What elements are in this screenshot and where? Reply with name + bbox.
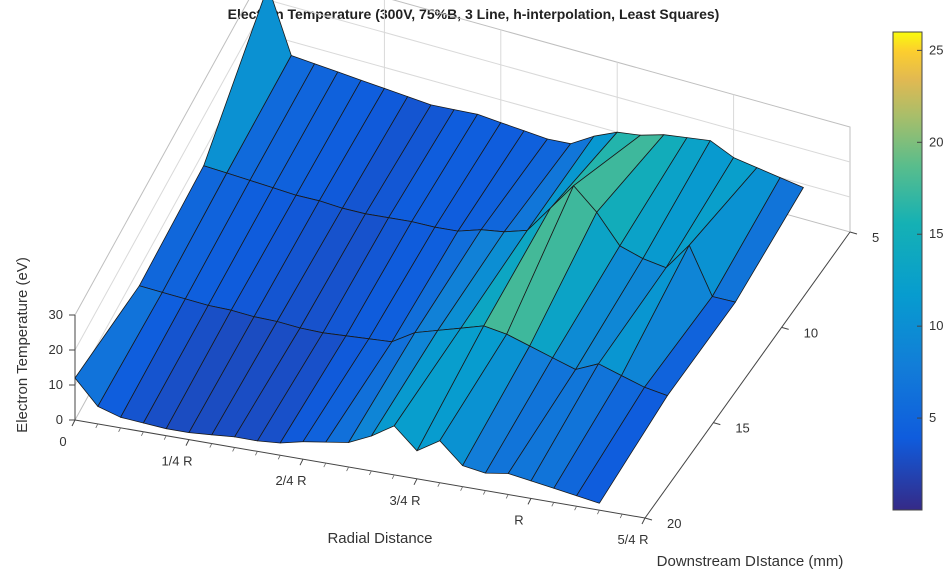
surface-patch	[576, 386, 668, 504]
x-minor-tick	[118, 427, 121, 433]
x-tick-label: 3/4 R	[389, 493, 420, 508]
x-tick-label: R	[514, 512, 523, 527]
z-tick-label: 20	[49, 342, 63, 357]
y-tick-label: 5	[872, 230, 879, 245]
x-minor-tick	[323, 462, 327, 468]
x-minor-tick	[460, 486, 463, 491]
y-tick-mark	[849, 231, 858, 235]
x-minor-tick	[483, 490, 486, 495]
colorbar-tick-label: 25	[929, 42, 943, 57]
x-tick-label: 5/4 R	[617, 532, 648, 547]
y-axis-label: Downstream DIstance (mm)	[657, 553, 844, 570]
x-minor-tick	[209, 443, 213, 448]
x-minor-tick	[95, 423, 99, 429]
y-tick-mark	[781, 326, 789, 330]
x-minor-tick	[574, 506, 577, 511]
x-tick-mark	[527, 498, 532, 505]
grid-line	[267, 0, 851, 163]
x-tick-mark	[413, 478, 418, 486]
colorbar-tick-label: 20	[929, 134, 943, 149]
z-tick-label: 0	[56, 412, 63, 427]
x-axis-line	[74, 419, 646, 519]
x-minor-tick	[255, 451, 258, 456]
y-axis-line	[644, 231, 851, 519]
z-axis-label: Electron Temperature (eV)	[14, 257, 31, 433]
x-minor-tick	[597, 509, 600, 515]
y-tick-mark	[713, 422, 721, 426]
x-minor-tick	[346, 466, 349, 472]
x-minor-tick	[391, 474, 395, 480]
x-minor-tick	[551, 502, 555, 507]
chart-title: Electron Temperature (300V, 75%B, 3 Line…	[227, 6, 720, 22]
y-tick-label: 15	[735, 421, 749, 436]
y-tick-label: 10	[804, 325, 818, 340]
x-axis-label: Radial Distance	[327, 530, 432, 547]
x-tick-label: 0	[59, 434, 66, 449]
x-minor-tick	[619, 513, 623, 519]
x-tick-label: 2/4 R	[275, 473, 306, 488]
z-tick-label: 30	[49, 307, 63, 322]
colorbar-tick-label: 10	[929, 318, 943, 333]
grid-line	[74, 0, 269, 351]
y-tick-label: 20	[667, 516, 681, 531]
x-minor-tick	[505, 494, 509, 499]
x-minor-tick	[437, 482, 441, 487]
x-minor-tick	[369, 470, 372, 476]
x-minor-tick	[163, 435, 167, 440]
colorbar-tick-label: 5	[929, 410, 936, 425]
x-tick-mark	[641, 517, 646, 525]
x-tick-label: 1/4 R	[161, 454, 192, 469]
x-minor-tick	[232, 447, 235, 452]
colorbar-gradient	[892, 31, 923, 511]
x-minor-tick	[141, 431, 144, 436]
x-tick-mark	[299, 458, 304, 466]
colorbar-tick-label: 15	[929, 226, 943, 241]
z-tick-label: 10	[49, 377, 63, 392]
x-minor-tick	[277, 455, 281, 460]
y-tick-mark	[644, 517, 653, 521]
x-tick-mark	[71, 419, 76, 427]
colorbar: 5 10 15 20 25	[892, 31, 943, 511]
axis-ticks: 0 1/4 R 2/4 R 3/4 R R 5/4 R 5 10 15 20 0 10 20 30	[49, 230, 880, 547]
x-tick-mark	[185, 439, 190, 446]
surface-plot	[74, 0, 804, 504]
